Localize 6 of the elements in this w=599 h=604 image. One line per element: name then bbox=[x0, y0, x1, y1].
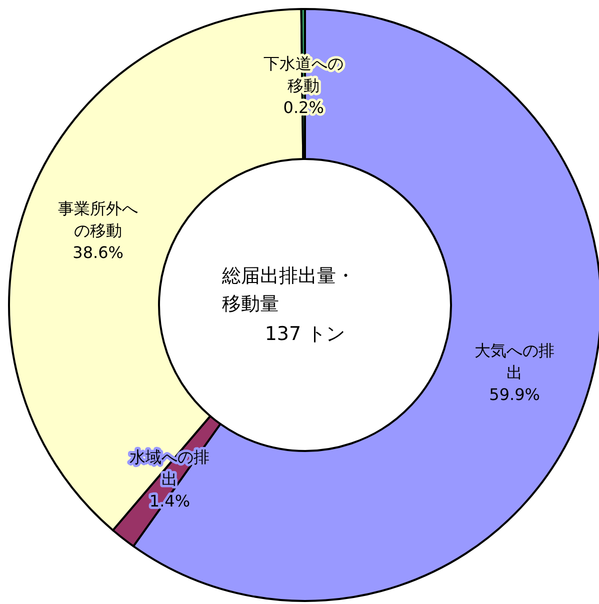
data-label: 38.6% bbox=[72, 243, 124, 262]
slice-label: 事業所外への移動 bbox=[58, 199, 138, 240]
data-label: 59.9% bbox=[489, 384, 540, 404]
text: 137 トン bbox=[264, 323, 346, 345]
text: 総届出排出量・移動量 bbox=[221, 265, 355, 315]
slice-label: 大気への排出 bbox=[474, 340, 555, 382]
